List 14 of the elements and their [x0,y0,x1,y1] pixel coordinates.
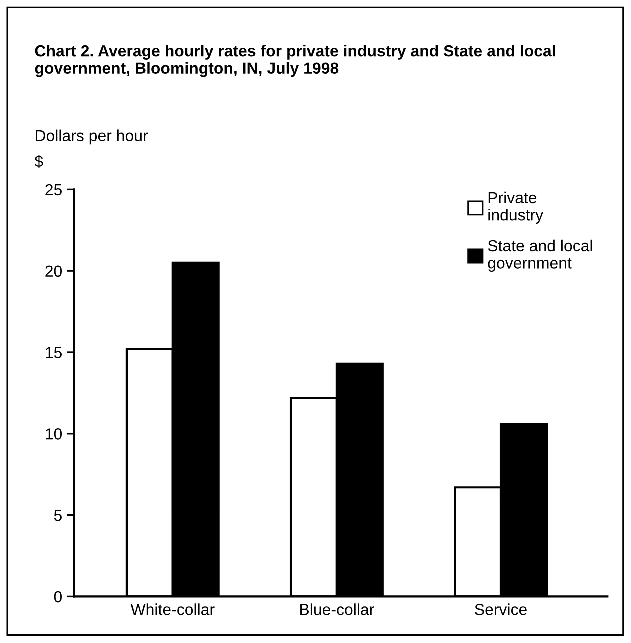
y-tick-label: 0 [54,591,62,603]
chart-title: Chart 2. Average hourly rates for private industry and State and local government, Bloomington, IN, July 1998 [35,45,556,78]
x-tick-label: Blue-collar [300,604,374,616]
text: $ [34,155,44,168]
x-tick-label: Service [475,604,527,616]
x-tick-label: White-collar [130,604,215,616]
legend-label: Private industry [488,192,544,224]
y-tick-label: 15 [46,347,62,358]
y-tick-label: 10 [46,428,62,440]
y-axis-title: Dollars per hour [36,130,148,145]
y-tick-label: 25 [46,184,62,196]
y-tick-label: 20 [46,266,62,278]
y-tick-label: 5 [54,510,62,522]
legend-label: State and local government [488,240,592,272]
